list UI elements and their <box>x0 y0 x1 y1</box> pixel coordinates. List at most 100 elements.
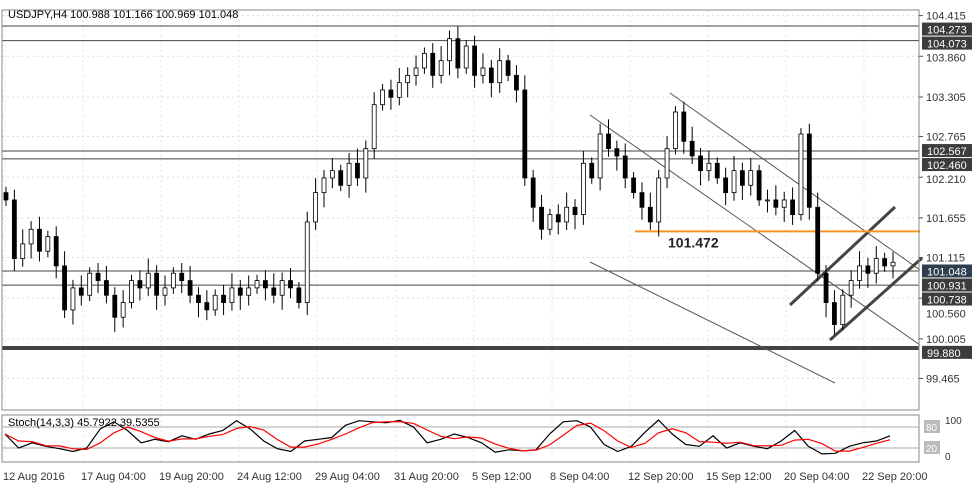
candle-body <box>20 243 26 259</box>
candle-body <box>614 148 620 157</box>
candle-body <box>555 214 561 223</box>
candle-body <box>288 280 293 289</box>
candle-body <box>355 162 360 179</box>
price-tick-label: 103.860 <box>926 53 966 65</box>
channel-line-middle[interactable] <box>589 114 921 346</box>
candle-body <box>689 140 695 157</box>
rising-channel-lower[interactable] <box>829 256 923 342</box>
candle-body <box>865 265 871 274</box>
candle-body <box>890 261 896 267</box>
price-tick-label: 101.655 <box>926 213 966 225</box>
candle-body <box>748 170 754 186</box>
candle-body <box>129 280 134 303</box>
candle-body <box>405 74 411 84</box>
price-label: 102.567 <box>927 146 967 158</box>
stoch-pane-border <box>1 414 920 463</box>
candle-body <box>572 206 578 216</box>
candle-body <box>154 272 160 296</box>
candle-body <box>78 287 84 296</box>
stoch-signal-line <box>4 420 891 452</box>
candle-body <box>765 199 770 202</box>
candle-body <box>756 170 762 201</box>
channel-line-lower[interactable] <box>589 261 836 384</box>
candle-body <box>739 170 745 186</box>
candle-body <box>882 258 888 267</box>
time-tick-label: 8 Sep 04:00 <box>550 471 609 483</box>
candle-body <box>488 67 494 84</box>
candle-body <box>840 294 846 325</box>
price-label-box <box>922 264 972 278</box>
time-tick-label: 29 Aug 04:00 <box>315 471 380 483</box>
stoch-min-label: 0 <box>945 452 951 463</box>
time-tick-label: 12 Aug 2016 <box>3 471 65 483</box>
candle-body <box>104 280 109 296</box>
candle-body <box>664 148 670 179</box>
candle-body <box>53 236 59 267</box>
price-label-box <box>922 158 972 172</box>
grid <box>2 10 919 462</box>
candle-body <box>279 280 285 296</box>
candle-body <box>246 287 252 296</box>
candle-body <box>631 177 636 194</box>
candle-body <box>421 52 427 69</box>
main-pane-border <box>1 9 920 411</box>
candle-body <box>321 177 327 194</box>
candle-body <box>237 287 243 296</box>
price-label: 101.048 <box>927 266 967 278</box>
candle-body <box>87 272 93 296</box>
rising-channel-upper[interactable] <box>788 205 897 307</box>
candle-body <box>329 170 335 179</box>
price-label: 104.273 <box>927 25 967 37</box>
price-label: 104.073 <box>927 39 967 51</box>
candle-body <box>505 60 511 76</box>
stoch-max-label: 100 <box>945 416 962 427</box>
time-tick-label: 12 Sep 20:00 <box>628 471 693 483</box>
candle-body <box>823 272 829 303</box>
candle-body <box>438 60 444 76</box>
channel-line-upper[interactable] <box>669 92 921 271</box>
support-label: 101.472 <box>668 234 719 250</box>
candle-body <box>388 89 394 98</box>
candle-body <box>447 38 452 62</box>
price-label-box <box>922 144 972 158</box>
stoch-label: Stoch(14,3,3) 45.7922 39.5355 <box>8 417 160 429</box>
stochastic-pane: 80 20 100 0 <box>2 416 962 463</box>
price-label-box <box>922 292 972 306</box>
price-axis[interactable]: 104.415 104.273 104.073 103.860 103.305 102.7… <box>919 11 972 386</box>
candle-body <box>806 133 812 208</box>
time-axis[interactable]: 12 Aug 2016 17 Aug 04:00 19 Aug 20:00 24 Au… <box>3 471 927 483</box>
candle-body <box>647 206 653 223</box>
candle-body <box>656 177 662 223</box>
candle-body <box>597 133 603 179</box>
time-tick-label: 19 Aug 20:00 <box>159 471 224 483</box>
candle-body <box>120 302 126 318</box>
candle-body <box>848 280 854 296</box>
candle-body <box>472 45 478 76</box>
candles <box>3 26 896 335</box>
trend-channels[interactable] <box>589 92 923 384</box>
candle-body <box>539 206 544 230</box>
candle-body <box>781 199 787 208</box>
price-label: 102.460 <box>927 160 967 172</box>
price-tick-label: 100.005 <box>926 334 966 346</box>
stoch-level-label: 20 <box>926 444 938 455</box>
candle-body <box>271 287 277 296</box>
candle-body <box>187 280 193 296</box>
time-tick-label: 31 Aug 20:00 <box>394 471 459 483</box>
candle-body <box>62 265 67 311</box>
candle-body <box>413 67 419 76</box>
stoch-level-box <box>924 420 940 433</box>
candle-body <box>455 38 461 69</box>
candle-body <box>673 111 678 150</box>
candle-body <box>37 228 42 252</box>
price-label: 100.738 <box>927 294 967 306</box>
symbol-header: USDJPY,H4 100.988 101.166 100.969 101.04… <box>8 9 238 21</box>
price-label-box <box>922 345 972 359</box>
candle-body <box>480 67 486 76</box>
candle-body <box>514 74 519 91</box>
candle-body <box>547 214 553 230</box>
stoch-level-label: 80 <box>926 423 938 434</box>
candle-body <box>606 133 611 150</box>
